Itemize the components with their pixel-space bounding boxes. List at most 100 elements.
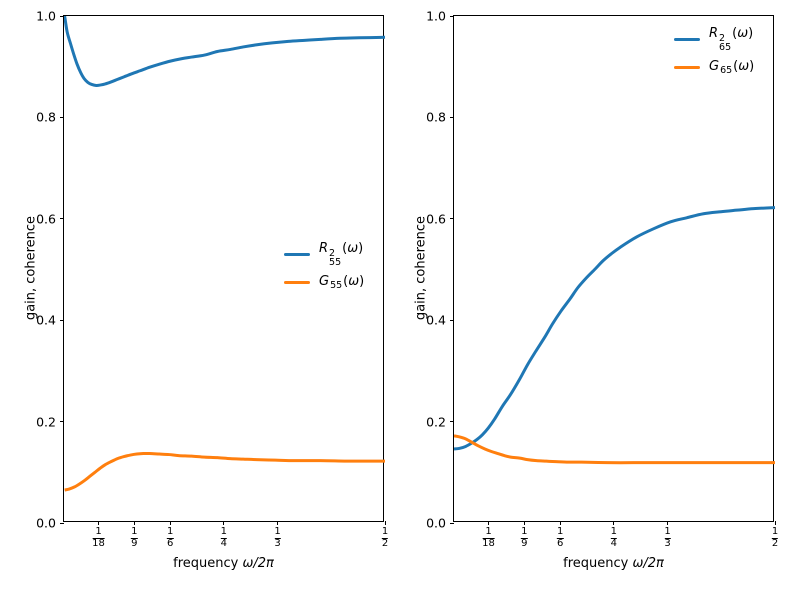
fraction-denominator: 6 bbox=[556, 538, 564, 549]
x-tick-mark bbox=[523, 521, 525, 525]
fraction-denominator: 18 bbox=[482, 538, 495, 549]
y-tick-mark bbox=[60, 319, 64, 321]
fraction-bar bbox=[92, 538, 105, 539]
x-tick-mark bbox=[98, 521, 100, 525]
legend-label-paren: ) bbox=[749, 58, 755, 74]
x-tick-mark bbox=[277, 521, 279, 525]
y-tick-label: 0.0 bbox=[426, 515, 446, 531]
legend-label-paren: ) bbox=[359, 273, 365, 289]
legend-label-var: G bbox=[319, 273, 330, 289]
fraction-numerator: 1 bbox=[381, 526, 389, 537]
x-tick-mark bbox=[774, 521, 776, 525]
plot-area: R 2 55 (ω) G55(ω) 1 18 1 9 1 6 1 4 1 3 1 2 0.0 0.2 0.4 0.6 0… bbox=[36, 9, 389, 549]
fraction-bar bbox=[610, 538, 618, 539]
x-axis-label: frequency ω/2π bbox=[63, 556, 384, 571]
fraction-numerator: 1 bbox=[131, 526, 138, 537]
y-tick-label: 1.0 bbox=[426, 8, 446, 24]
legend-entry: G65(ω) bbox=[674, 53, 754, 81]
legend: R 2 55 (ω) G55(ω) bbox=[284, 240, 364, 296]
x-tick-mark bbox=[559, 521, 561, 525]
y-tick-mark bbox=[60, 218, 64, 220]
x-axis-label-text: frequency bbox=[563, 556, 633, 571]
legend-label: R 2 65 (ω) bbox=[709, 26, 753, 52]
y-tick-label: 0.4 bbox=[36, 312, 56, 328]
fraction-denominator: 3 bbox=[274, 538, 281, 549]
legend-label-omega: ω bbox=[737, 26, 749, 41]
y-tick-label: 0.4 bbox=[426, 312, 446, 328]
y-tick-label: 0.0 bbox=[36, 515, 56, 531]
legend-label-paren: ) bbox=[358, 241, 364, 256]
fraction-bar bbox=[521, 538, 528, 539]
y-tick-mark bbox=[60, 15, 64, 17]
y-tick-mark bbox=[450, 421, 454, 423]
legend-line-R2-65 bbox=[674, 37, 700, 41]
legend-label-sub: 65 bbox=[720, 64, 733, 76]
legend-line-G-55 bbox=[284, 280, 310, 284]
x-tick-mark bbox=[223, 521, 225, 525]
y-axis-label: gain, coherence bbox=[23, 215, 39, 321]
fraction-denominator: 9 bbox=[521, 538, 528, 549]
legend-label-sub: 65 bbox=[719, 41, 732, 53]
plot-area: R 2 65 (ω) G65(ω) 1 18 1 9 1 6 1 4 1 3 1 2 0.0 0.2 0.4 0.6 0… bbox=[426, 9, 779, 549]
legend-label-supsub: 2 65 bbox=[719, 33, 732, 53]
legend-label-sub: 55 bbox=[329, 256, 342, 268]
fraction-bar bbox=[664, 538, 671, 539]
legend-entry: R 2 55 (ω) bbox=[284, 240, 364, 268]
y-tick-mark bbox=[450, 522, 454, 524]
fraction-denominator: 4 bbox=[220, 538, 228, 549]
curve-R2-65 bbox=[454, 206, 775, 451]
y-tick-mark bbox=[450, 218, 454, 220]
y-axis-label: gain, coherence bbox=[413, 215, 429, 321]
fraction-numerator: 1 bbox=[610, 526, 618, 537]
fraction-denominator: 3 bbox=[664, 538, 671, 549]
legend-entry: G55(ω) bbox=[284, 268, 364, 296]
fraction-denominator: 2 bbox=[771, 538, 779, 549]
y-tick-label: 0.6 bbox=[36, 211, 56, 227]
fraction-denominator: 6 bbox=[166, 538, 174, 549]
fraction-numerator: 1 bbox=[166, 526, 174, 537]
fraction-numerator: 1 bbox=[485, 526, 492, 537]
x-axis-label: frequency ω/2π bbox=[453, 556, 774, 571]
fraction-numerator: 1 bbox=[664, 526, 671, 537]
x-tick-mark bbox=[667, 521, 669, 525]
y-tick-label: 0.8 bbox=[36, 109, 56, 125]
legend-label-omega: ω bbox=[348, 273, 360, 289]
legend-label-paren: ( bbox=[343, 273, 349, 289]
y-tick-label: 0.2 bbox=[36, 414, 56, 430]
legend-entry: R 2 65 (ω) bbox=[674, 25, 754, 53]
legend-label-paren: ( bbox=[342, 241, 348, 256]
legend-label-paren: ( bbox=[732, 26, 738, 41]
x-tick-mark bbox=[488, 521, 490, 525]
y-tick-label: 0.2 bbox=[426, 414, 446, 430]
legend-label-supsub: 2 55 bbox=[329, 249, 342, 268]
curve-G-65 bbox=[454, 434, 775, 465]
y-tick-label: 1.0 bbox=[36, 8, 56, 24]
legend-label-var: R bbox=[319, 241, 329, 256]
fraction-bar bbox=[771, 538, 779, 539]
y-tick-mark bbox=[60, 116, 64, 118]
subplot-right: gain, coherence R 2 65 (ω) G65(ω) 1 18 1 9 1 6 1 4 1… bbox=[390, 0, 790, 589]
y-tick-mark bbox=[60, 421, 64, 423]
fraction-denominator: 18 bbox=[92, 538, 105, 549]
fraction-numerator: 1 bbox=[220, 526, 228, 537]
legend-label: R 2 55 (ω) bbox=[319, 241, 363, 267]
x-axis-label-math: ω/2π bbox=[242, 556, 274, 571]
y-tick-label: 0.8 bbox=[426, 109, 446, 125]
x-tick-mark bbox=[613, 521, 615, 525]
legend-label-sup: 2 bbox=[719, 33, 726, 44]
legend-label-omega: ω bbox=[347, 241, 359, 256]
x-tick-mark bbox=[169, 521, 171, 525]
fraction-numerator: 1 bbox=[95, 526, 102, 537]
x-axis-label-text: frequency bbox=[173, 556, 243, 571]
